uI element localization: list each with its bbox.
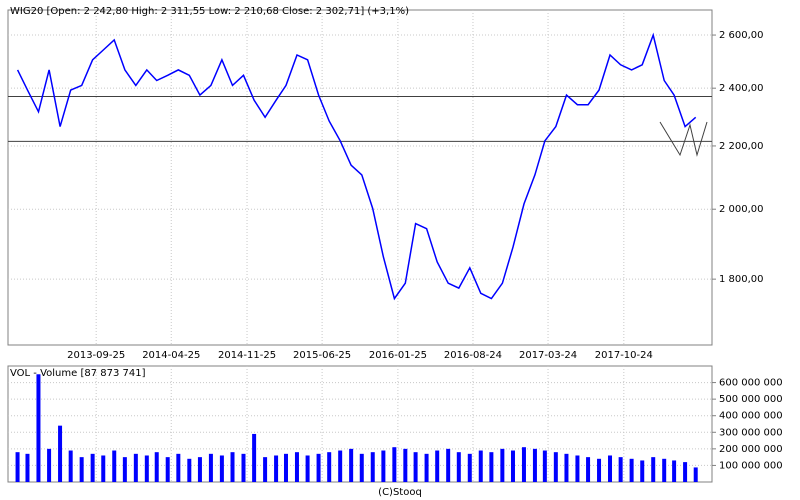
volume-bar xyxy=(144,455,149,482)
volume-bar xyxy=(413,452,418,482)
y-tick-label: 1 800,00 xyxy=(719,274,764,285)
volume-bar xyxy=(446,448,451,482)
volume-bar xyxy=(467,453,472,482)
volume-bar xyxy=(651,457,656,482)
volume-bar xyxy=(338,450,343,482)
volume-bar xyxy=(424,453,429,482)
price-line xyxy=(16,32,697,301)
volume-bar xyxy=(79,457,84,482)
y-tick-label: 2 200,00 xyxy=(719,141,764,152)
volume-bar xyxy=(435,450,440,482)
volume-bar xyxy=(672,460,677,482)
x-tick-label: 2017-10-24 xyxy=(595,350,653,361)
y-tick-label: 600 000 000 xyxy=(719,378,783,389)
x-tick-label: 2016-08-24 xyxy=(444,350,502,361)
volume-bar xyxy=(263,457,268,482)
volume-bar xyxy=(542,450,547,482)
volume-bar xyxy=(618,457,623,482)
y-tick-label: 2 600,00 xyxy=(719,30,764,41)
volume-bar xyxy=(283,453,288,482)
volume-bar xyxy=(230,452,235,482)
volume-bar xyxy=(154,452,159,482)
volume-bar xyxy=(575,455,580,482)
y-tick-label: 2 000,00 xyxy=(719,204,764,215)
volume-bar xyxy=(564,453,569,482)
volume-bar xyxy=(305,455,310,482)
volume-bar xyxy=(629,458,634,482)
volume-bar xyxy=(403,448,408,482)
volume-bar xyxy=(662,458,667,482)
x-tick-label: 2016-01-25 xyxy=(369,350,427,361)
volume-bar xyxy=(683,462,688,482)
volume-bar xyxy=(381,450,386,482)
volume-bar xyxy=(478,450,483,482)
volume-bar xyxy=(47,448,52,482)
volume-bar xyxy=(252,433,257,482)
y-tick-label: 400 000 000 xyxy=(719,411,783,422)
volume-bar xyxy=(294,452,299,482)
volume-bar xyxy=(101,455,106,482)
volume-bar xyxy=(176,453,181,482)
price-frame xyxy=(7,9,713,346)
volume-bar xyxy=(359,453,364,482)
volume-bar xyxy=(122,457,127,482)
volume-bar xyxy=(90,453,95,482)
volume-bar xyxy=(187,458,192,482)
x-tick-label: 2017-03-24 xyxy=(519,350,577,361)
footer: (C)Stooq xyxy=(378,487,422,498)
volume-bar xyxy=(165,457,170,482)
y-tick-label: 2 400,00 xyxy=(719,83,764,94)
x-tick-label: 2013-09-25 xyxy=(67,350,125,361)
volume-bar xyxy=(456,452,461,482)
y-tick-label: 200 000 000 xyxy=(719,444,783,455)
volume-bar xyxy=(586,457,591,482)
volume-bar xyxy=(274,455,279,482)
y-tick-label: 500 000 000 xyxy=(719,394,783,405)
volume-title: VOL - Volume [87 873 741] xyxy=(10,368,146,379)
trend-lines xyxy=(659,121,708,157)
price-title: WIG20 [Open: 2 242,80 High: 2 311,55 Low… xyxy=(10,6,409,17)
y-tick-label: 300 000 000 xyxy=(719,427,783,438)
volume-bar xyxy=(208,453,213,482)
volume-bar xyxy=(327,452,332,482)
volume-bar xyxy=(489,452,494,482)
volume-bar xyxy=(349,448,354,482)
volume-bar xyxy=(392,447,397,482)
trend-shape xyxy=(659,121,708,157)
volume-bar xyxy=(197,457,202,482)
volume-bar xyxy=(68,450,73,482)
volume-bar xyxy=(15,452,20,482)
volume-bar xyxy=(500,448,505,482)
volume-bar xyxy=(36,374,41,482)
volume-bar xyxy=(532,448,537,482)
volume-bar xyxy=(58,425,63,482)
y-tick-label: 100 000 000 xyxy=(719,460,783,471)
x-tick-label: 2014-04-25 xyxy=(142,350,200,361)
volume-bar xyxy=(608,455,613,482)
volume-bar xyxy=(219,455,224,482)
volume-bar xyxy=(693,467,698,482)
x-tick-label: 2015-06-25 xyxy=(293,350,351,361)
volume-bar xyxy=(133,453,138,482)
volume-bar xyxy=(521,447,526,482)
volume-bar xyxy=(25,453,30,482)
volume-bar xyxy=(597,458,602,482)
volume-bar xyxy=(553,452,558,482)
x-tick-label: 2014-11-25 xyxy=(218,350,276,361)
volume-bar xyxy=(112,450,117,482)
volume-bar xyxy=(316,453,321,482)
volume-bar xyxy=(510,450,515,482)
volume-bar xyxy=(370,452,375,482)
volume-bar xyxy=(241,453,246,482)
volume-bar xyxy=(640,460,645,482)
